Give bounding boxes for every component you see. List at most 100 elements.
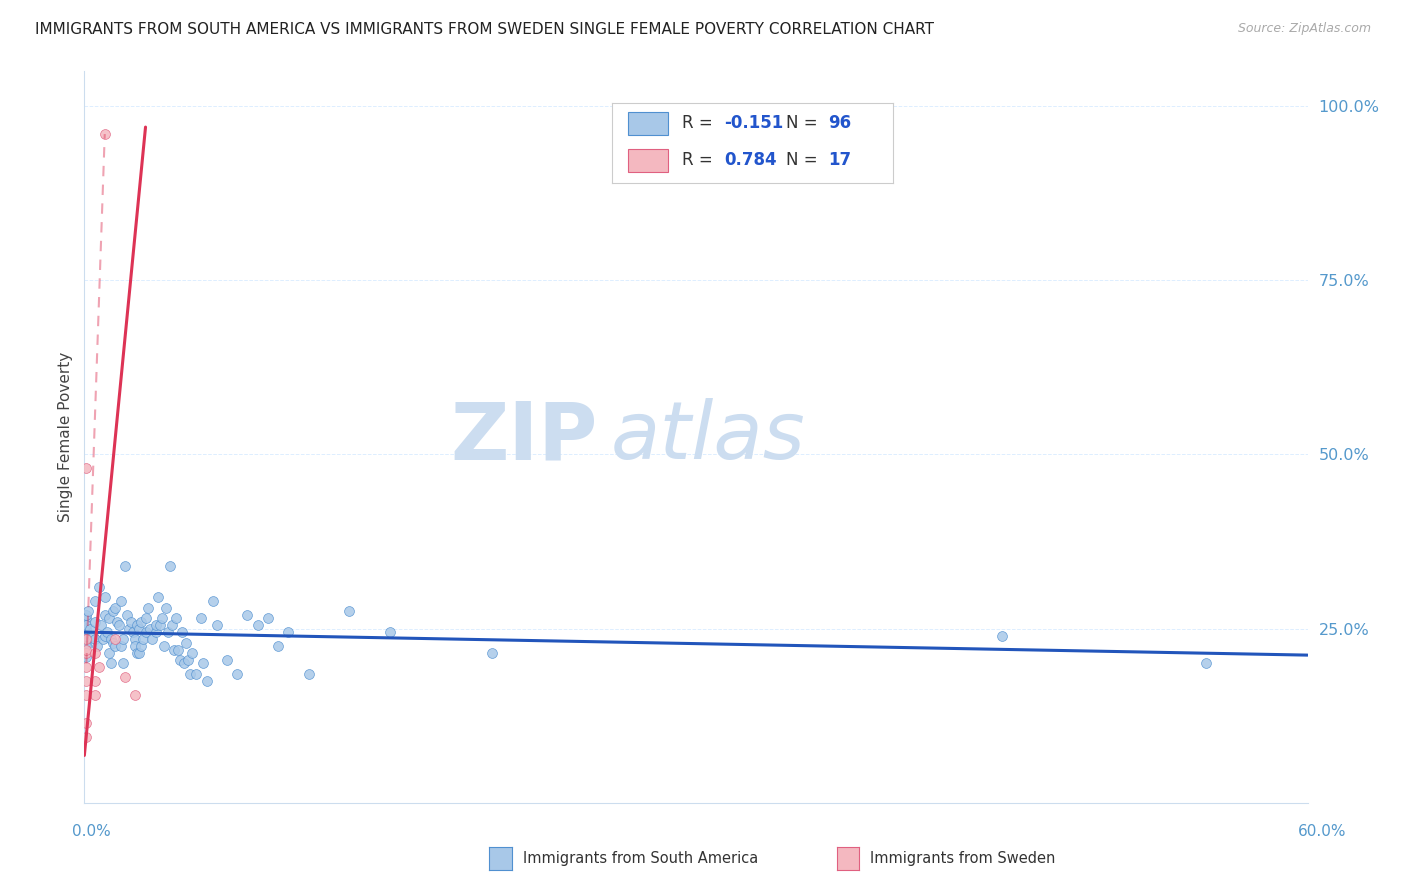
Text: Immigrants from South America: Immigrants from South America [523, 851, 758, 865]
Point [75, 632, 97, 646]
Point [101, 604, 124, 618]
Point [135, 625, 157, 640]
Text: N =: N = [786, 114, 823, 132]
Point [79, 622, 101, 636]
Point [82, 629, 104, 643]
Text: 96: 96 [828, 114, 851, 132]
Point [75, 688, 97, 702]
Point [83, 615, 105, 629]
Point [75, 673, 97, 688]
Point [87, 660, 110, 674]
Point [195, 673, 218, 688]
Point [101, 635, 124, 649]
Point [114, 558, 136, 573]
Point [236, 607, 259, 622]
Point [181, 646, 204, 660]
Point [75, 461, 97, 475]
Point [132, 632, 155, 646]
Point [105, 615, 128, 629]
Point [93, 127, 115, 141]
Point [108, 618, 131, 632]
Point [93, 629, 115, 643]
Point [226, 667, 249, 681]
Point [257, 611, 280, 625]
Point [112, 657, 135, 671]
Point [87, 580, 110, 594]
Text: atlas: atlas [610, 398, 806, 476]
Point [97, 611, 120, 625]
Point [124, 688, 146, 702]
Text: Immigrants from Sweden: Immigrants from Sweden [870, 851, 1056, 865]
Point [75, 618, 97, 632]
Point [122, 625, 145, 640]
Point [190, 611, 212, 625]
Text: N =: N = [786, 152, 823, 169]
Text: 17: 17 [828, 152, 851, 169]
Y-axis label: Single Female Poverty: Single Female Poverty [58, 352, 73, 522]
Point [138, 622, 160, 636]
Point [75, 607, 97, 622]
Point [127, 646, 149, 660]
Point [93, 591, 115, 605]
Point [97, 646, 120, 660]
Point [186, 667, 208, 681]
Point [104, 639, 127, 653]
Point [169, 653, 191, 667]
Point [128, 646, 150, 660]
Point [75, 632, 97, 646]
Point [75, 730, 97, 744]
Point [205, 618, 228, 632]
Point [179, 667, 201, 681]
Point [167, 642, 190, 657]
Point [177, 653, 200, 667]
Point [104, 600, 127, 615]
Point [96, 625, 118, 640]
Point [83, 594, 105, 608]
Point [153, 639, 176, 653]
Point [115, 607, 138, 622]
Point [75, 646, 97, 660]
Point [120, 615, 142, 629]
Point [991, 629, 1014, 643]
Point [75, 625, 97, 640]
Text: IMMIGRANTS FROM SOUTH AMERICA VS IMMIGRANTS FROM SWEDEN SINGLE FEMALE POVERTY CO: IMMIGRANTS FROM SOUTH AMERICA VS IMMIGRA… [35, 22, 934, 37]
Point [145, 618, 167, 632]
Point [163, 642, 186, 657]
Point [112, 632, 135, 646]
Point [246, 618, 269, 632]
Point [114, 670, 136, 684]
Point [75, 635, 97, 649]
Point [149, 618, 172, 632]
Point [124, 632, 146, 646]
FancyBboxPatch shape [628, 112, 668, 135]
Point [201, 594, 224, 608]
Point [145, 625, 167, 640]
Point [155, 600, 177, 615]
Point [1195, 657, 1218, 671]
Point [75, 715, 97, 730]
Point [174, 635, 197, 649]
Point [83, 688, 105, 702]
Point [75, 639, 97, 653]
Point [83, 632, 105, 646]
Point [127, 618, 149, 632]
Text: R =: R = [682, 114, 718, 132]
Point [150, 611, 173, 625]
Point [91, 632, 114, 646]
Point [75, 660, 97, 674]
Point [90, 618, 112, 632]
Text: R =: R = [682, 152, 718, 169]
Text: 60.0%: 60.0% [1298, 824, 1346, 838]
Point [141, 632, 163, 646]
Point [100, 632, 122, 646]
Point [75, 611, 97, 625]
Point [173, 657, 195, 671]
Point [135, 611, 157, 625]
Point [481, 646, 503, 660]
Point [75, 622, 97, 636]
Point [131, 639, 153, 653]
Text: Source: ZipAtlas.com: Source: ZipAtlas.com [1237, 22, 1371, 36]
Point [172, 625, 194, 640]
Point [136, 600, 159, 615]
Point [339, 604, 360, 618]
